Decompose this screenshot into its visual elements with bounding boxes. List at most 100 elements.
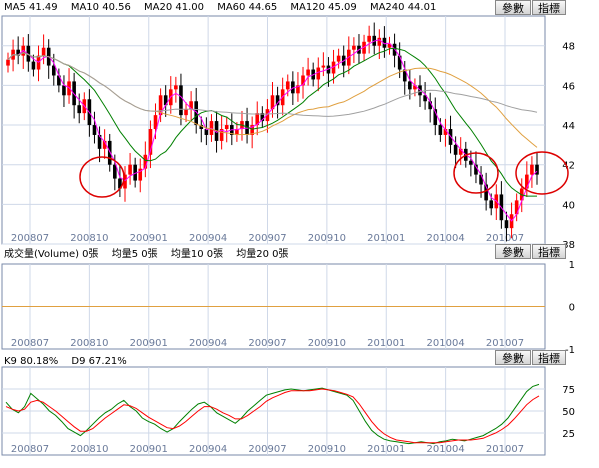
- volume-label: 成交量(Volume) 0張: [4, 249, 99, 260]
- candle-body: [367, 35, 371, 42]
- candle-body: [224, 125, 229, 130]
- d9-label: D9 67.21%: [71, 356, 127, 367]
- candle-body: [270, 95, 275, 110]
- ma120-label: MA120 45.09: [290, 2, 357, 13]
- price-settings-button[interactable]: 參數: [495, 0, 531, 15]
- candle-body: [179, 85, 183, 116]
- x-tick-label: 200904: [189, 338, 227, 349]
- x-tick-label: 200907: [248, 338, 286, 349]
- candle-body: [479, 174, 483, 185]
- volume-indicator-button[interactable]: 指標: [532, 244, 566, 259]
- candle-body: [433, 109, 438, 126]
- candle-body: [387, 43, 392, 48]
- x-tick-label: 200807: [11, 233, 49, 244]
- candle-body: [514, 200, 519, 215]
- candle-body: [26, 45, 31, 62]
- kd-settings-button[interactable]: 參數: [495, 350, 531, 365]
- candle-body: [260, 113, 265, 122]
- ma240-label: MA240 44.01: [369, 2, 437, 13]
- volume-ma20-label: 均量20 0張: [236, 249, 289, 260]
- candle-body: [199, 125, 204, 130]
- kd-y-tick-label: 50: [562, 407, 575, 418]
- candle-body: [102, 140, 107, 149]
- candle-body: [194, 101, 199, 126]
- x-tick-label: 200810: [70, 444, 108, 455]
- candle-body: [469, 160, 473, 165]
- ma20-line: [7, 47, 537, 197]
- d9-line: [5, 388, 540, 444]
- candle-body: [331, 61, 336, 74]
- candle-body: [184, 109, 188, 116]
- candle-body: [62, 85, 66, 96]
- candle-body: [458, 148, 463, 155]
- candle-body: [346, 49, 351, 66]
- candle-body: [97, 134, 102, 149]
- x-tick-label: 201001: [367, 444, 405, 455]
- candle-body: [535, 164, 539, 175]
- x-tick-label: 200807: [11, 444, 49, 455]
- x-tick-label: 201004: [427, 338, 465, 349]
- candle-body: [453, 144, 458, 155]
- candle-body: [153, 115, 158, 130]
- candle-body: [143, 154, 148, 169]
- candle-body: [138, 168, 143, 181]
- candle-body: [41, 47, 46, 56]
- candle-body: [291, 81, 295, 94]
- x-tick-label: 200901: [130, 338, 168, 349]
- candle-body: [158, 95, 163, 116]
- x-tick-label: 200807: [11, 338, 49, 349]
- candle-body: [275, 95, 280, 106]
- candle-body: [219, 129, 224, 141]
- candle-body: [402, 69, 407, 82]
- kd-indicator-button[interactable]: 指標: [532, 350, 566, 365]
- x-tick-label: 200904: [189, 444, 227, 455]
- x-tick-label: 201001: [367, 233, 405, 244]
- k9-line: [5, 383, 540, 445]
- price-panel-frame: [1, 15, 546, 245]
- candle-body: [77, 105, 82, 114]
- candle-body: [148, 129, 153, 155]
- ma20-label: MA20 41.00: [144, 2, 205, 13]
- candle-body: [352, 45, 356, 50]
- candle-body: [377, 37, 382, 46]
- candle-body: [530, 164, 534, 175]
- candle-body: [362, 41, 366, 54]
- highlight-circle: [79, 156, 125, 198]
- candle-body: [489, 200, 494, 209]
- candle-body: [113, 164, 117, 179]
- candle-body: [107, 140, 112, 165]
- candle-body: [123, 174, 127, 189]
- kd-legend: K9 80.18% D9 67.21%: [4, 355, 137, 368]
- x-tick-label: 200907: [248, 444, 286, 455]
- candle-body: [408, 81, 412, 90]
- price-y-tick-label: 38: [562, 240, 575, 251]
- volume-legend: 成交量(Volume) 0張 均量5 0張 均量10 0張 均量20 0張: [4, 248, 299, 261]
- ma120-line: [7, 52, 538, 117]
- candle-body: [301, 75, 305, 86]
- x-tick-label: 201001: [367, 338, 405, 349]
- volume-y-tick-label: 1: [569, 260, 575, 271]
- highlight-circle: [515, 151, 569, 195]
- price-y-tick-label: 44: [562, 121, 575, 132]
- candle-body: [16, 49, 20, 56]
- candle-body: [31, 61, 36, 70]
- candle-body: [51, 65, 56, 76]
- candle-body: [438, 125, 443, 135]
- volume-ma10-label: 均量10 0張: [170, 249, 224, 260]
- candle-body: [57, 75, 61, 86]
- candle-body: [133, 164, 137, 181]
- candle-body: [235, 129, 239, 135]
- x-tick-label: 200910: [308, 338, 346, 349]
- kd-y-tick-label: 75: [562, 385, 575, 396]
- volume-settings-button[interactable]: 參數: [495, 244, 531, 259]
- candle-body: [174, 85, 178, 90]
- candle-body: [428, 101, 432, 110]
- candle-body: [163, 95, 168, 106]
- price-indicator-button[interactable]: 指標: [532, 0, 566, 15]
- candle-body: [504, 220, 509, 229]
- ma60-label: MA60 44.65: [217, 2, 278, 13]
- volume-y-tick-label: 0: [569, 303, 575, 314]
- volume-y-tick-label: -1: [565, 345, 575, 356]
